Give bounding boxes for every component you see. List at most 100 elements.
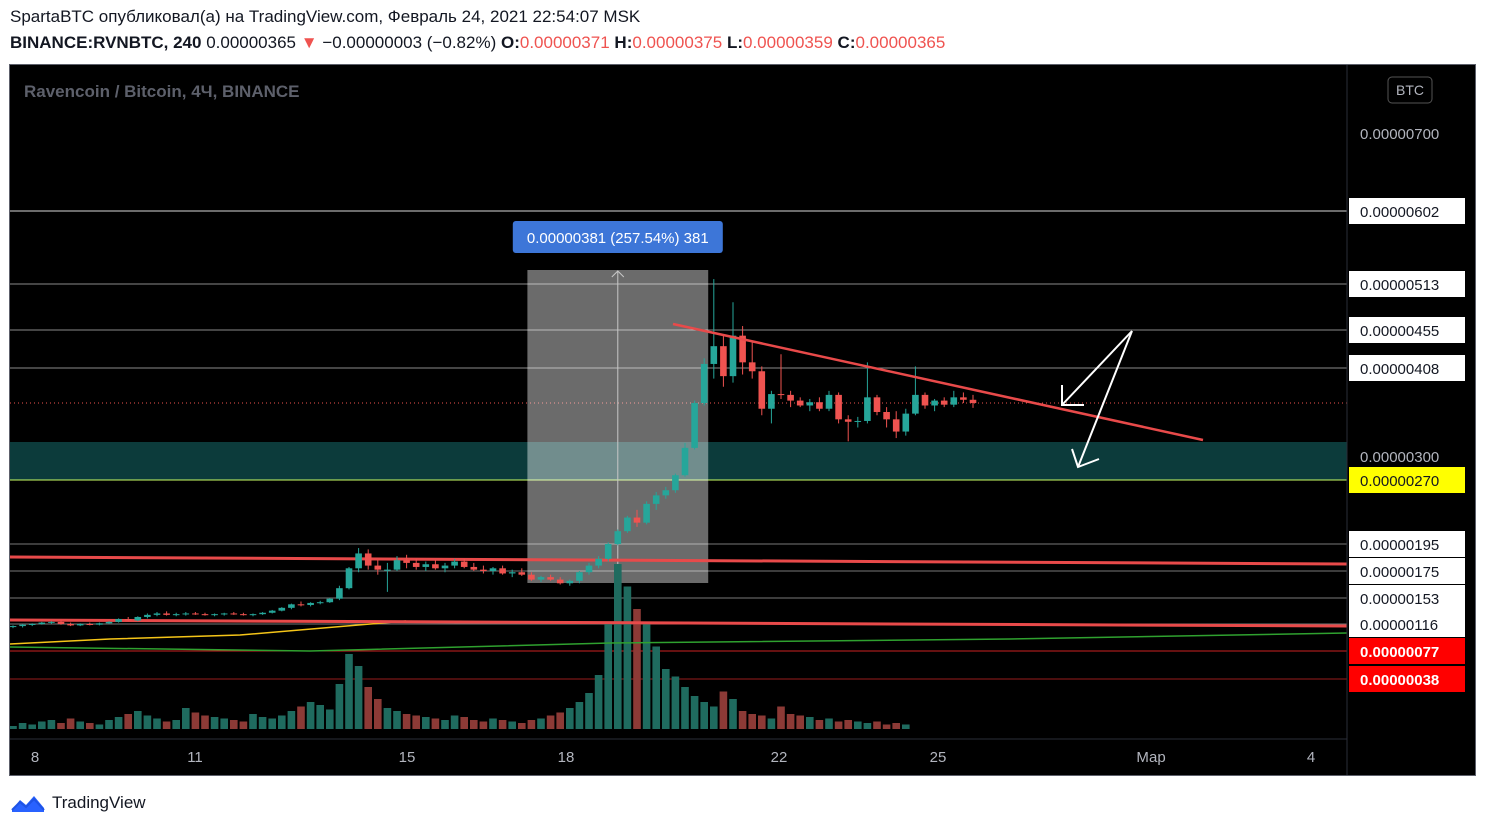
tradingview-logo-icon[interactable] <box>10 792 46 814</box>
volume-bar <box>239 721 248 729</box>
volume-bar <box>345 654 353 729</box>
volume-bar <box>268 718 276 729</box>
volume-bar <box>633 609 641 729</box>
volume-bar <box>479 721 488 729</box>
close-value: 0.00000365 <box>855 33 946 52</box>
candle-body <box>307 602 314 606</box>
volume-bar <box>66 718 75 729</box>
candle-body <box>288 604 295 608</box>
chart-frame[interactable]: 0.00000381 (257.54%) 381 BTC 0.00000700 0.0… <box>9 64 1476 776</box>
volume-bar <box>249 714 257 729</box>
candle-body <box>902 413 910 432</box>
volume-bar <box>854 721 862 729</box>
candle-body <box>768 394 775 409</box>
price-label: 0.00000038 <box>1360 672 1439 689</box>
volume-bar <box>114 717 123 729</box>
descending-trendline <box>672 322 1204 442</box>
price-label: 0.00000455 <box>1360 323 1439 340</box>
volume-bar <box>585 693 593 729</box>
candle-body <box>422 564 430 567</box>
x-tick-label: 15 <box>399 749 416 766</box>
candle-body <box>336 588 343 599</box>
volume-bar <box>383 708 392 729</box>
candle-body <box>10 626 17 628</box>
volume-bar <box>614 564 622 729</box>
volume-bar <box>460 717 468 729</box>
x-tick-label: 4 <box>1307 749 1315 766</box>
x-tick-label: 18 <box>558 749 575 766</box>
volume-bar <box>10 726 17 729</box>
candle-body <box>854 420 862 422</box>
price-label: 0.00000513 <box>1360 277 1439 294</box>
volume-bar <box>806 717 814 729</box>
candle-body <box>528 574 535 580</box>
candle-body <box>384 569 391 571</box>
high-value: 0.00000375 <box>632 33 723 52</box>
volume-bar <box>566 708 574 729</box>
candle-body <box>547 577 554 580</box>
volume-bar <box>105 720 113 729</box>
candle-body <box>931 400 938 406</box>
volume-bar <box>623 586 632 729</box>
price-label-box <box>1349 467 1465 493</box>
candle-body <box>249 614 257 616</box>
candle-body <box>940 400 948 405</box>
volume-bar <box>412 715 420 729</box>
volume-bar <box>652 646 660 729</box>
volume-bar <box>508 721 516 729</box>
candle-body <box>432 564 439 569</box>
volume-bar <box>297 706 305 729</box>
symbol-name[interactable]: BINANCE:RVNBTC, 240 <box>10 33 202 52</box>
candle-body <box>28 624 36 625</box>
volume-bar <box>220 718 228 729</box>
x-tick-label: Мар <box>1136 749 1165 766</box>
candle-body <box>259 612 266 615</box>
volume-bar <box>191 712 200 729</box>
candle-body <box>240 614 247 616</box>
candle-body <box>729 335 737 377</box>
last-price: 0.00000365 <box>206 33 297 52</box>
candle-body <box>268 610 276 613</box>
candle-body <box>345 568 353 589</box>
x-tick-label: 25 <box>930 749 947 766</box>
volume-bar <box>758 715 766 729</box>
price-label-box <box>1349 198 1465 224</box>
candle-body <box>700 363 708 404</box>
volume-bar <box>902 724 910 729</box>
candle-body <box>604 544 612 559</box>
price-change: −0.00000003 (−0.82%) <box>322 33 497 52</box>
candle-body <box>624 517 631 532</box>
price-label-box <box>1349 585 1465 611</box>
candle-body <box>297 604 305 606</box>
price-label: 0.00000270 <box>1360 473 1439 490</box>
low-value: 0.00000359 <box>742 33 833 52</box>
candle-body <box>480 569 487 571</box>
x-tick-label: 22 <box>771 749 788 766</box>
candle-body <box>96 623 103 625</box>
candle-body <box>556 579 564 584</box>
change-arrow-icon: ▼ <box>300 33 318 52</box>
candle-body <box>950 397 958 405</box>
volume-bar <box>537 718 545 729</box>
volume-bar <box>738 711 747 729</box>
volume-bar <box>489 718 497 729</box>
candle-body <box>115 619 122 622</box>
volume-bar <box>95 724 104 729</box>
footer-brand[interactable]: TradingView <box>52 793 146 812</box>
candle-body <box>124 619 132 621</box>
volume-bar <box>18 723 27 729</box>
volume-bar <box>796 715 804 729</box>
candle-body <box>460 561 468 567</box>
volume-bar <box>210 717 219 729</box>
price-label: 0.00000195 <box>1360 537 1439 554</box>
scenario-arrow-down <box>1077 330 1133 468</box>
volume-bar <box>450 715 459 729</box>
volume-bar <box>287 711 296 729</box>
price-chart[interactable]: 0.00000381 (257.54%) 381 BTC 0.00000700 0.0… <box>10 65 1476 776</box>
volume-bar <box>662 669 670 729</box>
candle-body <box>201 614 209 616</box>
support-zone <box>10 442 1347 480</box>
volume-bar <box>604 624 612 729</box>
volume-bar <box>786 714 795 729</box>
volume-bar <box>422 717 430 729</box>
